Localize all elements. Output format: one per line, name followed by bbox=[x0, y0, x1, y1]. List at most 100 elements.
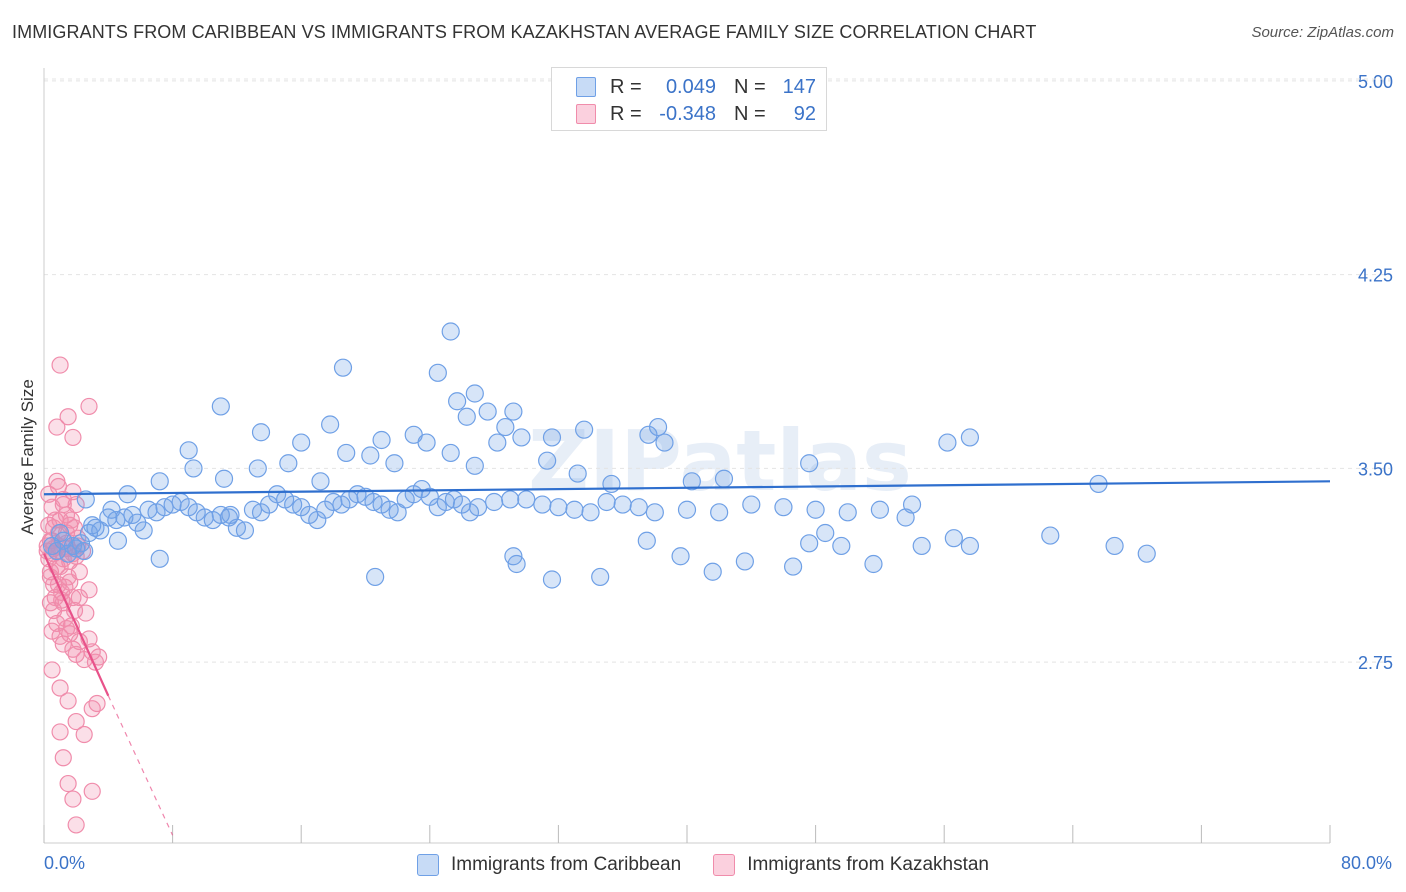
caribbean-point bbox=[542, 428, 562, 447]
caribbean-point bbox=[575, 420, 594, 439]
caribbean-point bbox=[214, 469, 234, 488]
caribbean-point bbox=[496, 417, 515, 437]
kazakhstan-point bbox=[83, 700, 101, 718]
caribbean-point bbox=[76, 490, 95, 509]
caribbean-trendline bbox=[43, 480, 1331, 496]
legend-item-kazakhstan[interactable]: Immigrants from Kazakhstan bbox=[713, 852, 989, 878]
kazakhstan-trendline bbox=[42, 553, 110, 697]
caribbean-point bbox=[800, 534, 819, 553]
caribbean-point bbox=[581, 503, 600, 522]
caribbean-point bbox=[488, 433, 507, 452]
caribbean-point bbox=[184, 459, 203, 478]
r-value: 0.049 bbox=[665, 75, 716, 98]
caribbean-point bbox=[565, 500, 584, 519]
kazakhstan-point bbox=[59, 774, 77, 793]
caribbean-point bbox=[150, 549, 169, 568]
caribbean-point bbox=[179, 441, 198, 460]
kazakhstan-point bbox=[77, 604, 95, 622]
n-label: N = bbox=[734, 102, 766, 125]
caribbean-point bbox=[645, 503, 664, 522]
kazakhstan-point bbox=[83, 782, 101, 800]
caribbean-point bbox=[337, 443, 356, 463]
caribbean-point bbox=[388, 503, 407, 522]
caribbean-point bbox=[517, 490, 536, 509]
caribbean-point bbox=[629, 498, 648, 517]
y-tick-label: 3.50 bbox=[1358, 459, 1393, 479]
caribbean-point bbox=[637, 531, 656, 550]
caribbean-point bbox=[248, 459, 267, 478]
caribbean-point bbox=[221, 505, 240, 525]
caribbean-point bbox=[960, 536, 980, 556]
kazakhstan-point bbox=[54, 749, 72, 767]
kazakhstan-point bbox=[51, 356, 69, 374]
caribbean-point bbox=[1137, 544, 1156, 563]
kazakhstan-point bbox=[70, 588, 88, 607]
caribbean-point bbox=[91, 521, 110, 540]
caribbean-point bbox=[504, 402, 523, 421]
x-max-label: 80.0% bbox=[1340, 853, 1392, 873]
caribbean-point bbox=[333, 358, 353, 377]
caribbean-point bbox=[542, 570, 562, 589]
caribbean-point bbox=[292, 433, 311, 452]
caribbean-point bbox=[703, 562, 722, 581]
caribbean-point bbox=[457, 407, 476, 426]
r-value: -0.348 bbox=[659, 102, 716, 125]
kazakhstan-point bbox=[49, 477, 68, 496]
caribbean-point bbox=[806, 500, 825, 519]
caribbean-point bbox=[404, 425, 423, 444]
caribbean-point bbox=[613, 495, 632, 514]
caribbean-point bbox=[251, 423, 271, 442]
kazakhstan-point bbox=[54, 495, 72, 514]
series-legend: Immigrants from Caribbean Immigrants fro… bbox=[0, 852, 1406, 878]
caribbean-point bbox=[591, 567, 610, 587]
kazakhstan-point bbox=[67, 712, 85, 731]
caribbean-point bbox=[960, 428, 980, 447]
caribbean-point bbox=[912, 536, 931, 556]
caribbean-point bbox=[47, 541, 66, 561]
caribbean-point bbox=[533, 495, 552, 514]
x-min-label: 0.0% bbox=[44, 853, 86, 873]
caribbean-point bbox=[86, 518, 105, 537]
kazakhstan-point bbox=[67, 495, 85, 514]
caribbean-point bbox=[597, 492, 616, 512]
caribbean-point bbox=[832, 536, 851, 556]
n-value: 147 bbox=[782, 75, 816, 98]
y-tick-label: 4.25 bbox=[1358, 266, 1393, 286]
caribbean-point bbox=[783, 557, 803, 576]
caribbean-point bbox=[816, 523, 835, 543]
kazakhstan-point bbox=[59, 408, 77, 426]
r-label: R = bbox=[610, 102, 642, 125]
kazakhstan-legend-swatch bbox=[713, 854, 736, 876]
caribbean-point bbox=[102, 500, 121, 519]
caribbean-point bbox=[655, 433, 674, 452]
caribbean-point bbox=[538, 451, 557, 470]
kazakhstan-point bbox=[43, 661, 61, 679]
caribbean-point bbox=[648, 417, 668, 437]
caribbean-point bbox=[710, 503, 729, 522]
kazakhstan-point bbox=[51, 679, 69, 697]
caribbean-point bbox=[465, 456, 484, 475]
caribbean-point bbox=[42, 536, 62, 556]
legend-item-caribbean[interactable]: Immigrants from Caribbean bbox=[416, 852, 681, 878]
caribbean-point bbox=[211, 397, 230, 416]
caribbean-point bbox=[602, 474, 621, 494]
chart-source: Source: ZipAtlas.com bbox=[1251, 24, 1394, 41]
caribbean-point bbox=[682, 472, 701, 491]
caribbean-point bbox=[742, 495, 761, 514]
caribbean-point bbox=[321, 415, 340, 434]
kazakhstan-point bbox=[67, 816, 85, 834]
kazakhstan-point bbox=[64, 428, 82, 447]
caribbean-point bbox=[677, 500, 697, 519]
caribbean-point bbox=[311, 472, 330, 491]
legend-label-kazakhstan: Immigrants from Kazakhstan bbox=[747, 854, 989, 875]
caribbean-point bbox=[441, 443, 460, 463]
caribbean-point bbox=[1105, 536, 1124, 556]
caribbean-point bbox=[465, 384, 484, 403]
caribbean-point bbox=[774, 498, 793, 517]
caribbean-point bbox=[428, 363, 447, 382]
caribbean-point bbox=[478, 402, 497, 421]
caribbean-point bbox=[864, 554, 883, 574]
kazakhstan-point bbox=[88, 694, 106, 713]
kazakhstan-point bbox=[43, 622, 61, 640]
